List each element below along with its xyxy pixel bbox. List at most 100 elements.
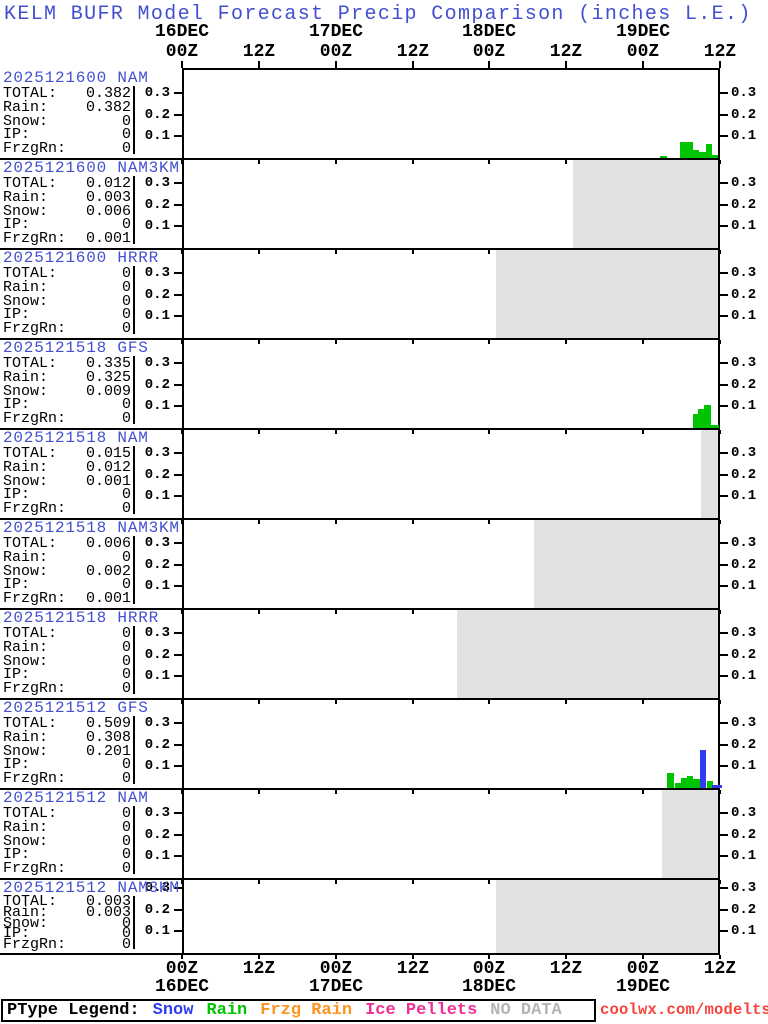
y-tick-mark-left — [174, 452, 182, 454]
y-tick-label-right: 0.3 — [731, 880, 757, 896]
x-tick-mark — [335, 430, 337, 434]
stat-value: 0 — [121, 548, 131, 566]
stat-label: FrzgRn: — [3, 140, 67, 158]
stat-row: TOTAL: 0.015 — [3, 446, 131, 461]
stat-row: IP: 0 — [3, 487, 131, 502]
stat-label: TOTAL: — [3, 85, 58, 102]
x-tick-mark — [412, 610, 414, 614]
stat-label: Rain: — [3, 548, 49, 566]
stats-bracket-line — [133, 446, 135, 514]
x-tick-mark-top — [642, 61, 644, 68]
precip-bar-rain — [687, 776, 693, 788]
stat-value: 0.012 — [85, 458, 131, 476]
precip-bar-rain — [699, 152, 706, 158]
stat-row: FrzgRn: 0.001 — [3, 230, 131, 248]
precip-bar-snow — [700, 750, 706, 788]
x-tick-mark — [335, 880, 337, 884]
y-tick-label-right: 0.2 — [731, 557, 757, 573]
stat-row: Rain: 0 — [3, 640, 131, 655]
x-tick-mark — [642, 700, 644, 704]
y-tick-label-left: 0.1 — [144, 488, 170, 504]
date-label-bottom: 19DEC — [615, 977, 670, 997]
y-tick-mark-right — [720, 405, 728, 407]
y-tick-label-right: 0.1 — [731, 578, 757, 594]
y-tick-mark-right — [720, 315, 728, 317]
y-tick-mark-left — [174, 182, 182, 184]
x-tick-mark — [258, 160, 260, 164]
stat-value: 0 — [121, 756, 131, 774]
y-tick-mark-left — [174, 474, 182, 476]
legend-item-no-data: NO DATA — [490, 1001, 562, 1020]
x-tick-mark — [565, 340, 567, 344]
stat-value: 0 — [121, 396, 131, 414]
y-tick-mark-right — [720, 114, 728, 116]
stat-row: TOTAL: 0.006 — [3, 536, 131, 551]
stat-row: FrzgRn: 0 — [3, 937, 131, 952]
stat-label: FrzgRn: — [3, 410, 67, 428]
y-tick-label-left: 0.2 — [144, 467, 170, 483]
stat-value: 0.001 — [85, 590, 131, 608]
legend-item-snow: Snow — [152, 1001, 194, 1020]
y-tick-label-right: 0.1 — [731, 128, 757, 144]
y-tick-label-right: 0.3 — [731, 85, 757, 101]
y-tick-mark-left — [174, 722, 182, 724]
stat-label: Snow: — [3, 292, 49, 310]
precip-bar-rain — [660, 156, 667, 158]
y-tick-label-right: 0.2 — [731, 827, 757, 843]
stat-value: 0.335 — [85, 355, 131, 372]
y-tick-mark-right — [720, 812, 728, 814]
x-tick-mark — [335, 700, 337, 704]
x-tick-mark — [258, 610, 260, 614]
stat-label: IP: — [3, 846, 31, 864]
y-tick-mark-left — [174, 765, 182, 767]
x-tick-mark — [565, 955, 567, 959]
y-tick-mark-left — [174, 225, 182, 227]
y-tick-label-left: 0.2 — [144, 197, 170, 213]
y-tick-label-right: 0.1 — [731, 848, 757, 864]
x-tick-mark-top — [412, 61, 414, 68]
x-tick-mark — [412, 790, 414, 794]
y-tick-mark-left — [174, 204, 182, 206]
y-tick-label-left: 0.2 — [144, 827, 170, 843]
stat-value: 0.509 — [85, 715, 131, 732]
x-tick-label-bottom: 12Z — [242, 959, 276, 979]
stat-row: Snow: 0 — [3, 114, 131, 129]
stat-label: Snow: — [3, 652, 49, 670]
stat-label: Snow: — [3, 472, 49, 490]
stats-bracket-line — [133, 266, 135, 334]
stats-bracket-line — [133, 626, 135, 694]
x-tick-mark — [642, 340, 644, 344]
y-tick-label-left: 0.3 — [144, 355, 170, 371]
x-tick-mark-top — [488, 61, 490, 68]
date-label-bottom: 18DEC — [461, 977, 516, 997]
x-tick-mark — [258, 430, 260, 434]
x-tick-mark — [412, 160, 414, 164]
stat-value: 0.002 — [85, 562, 131, 580]
y-tick-label-right: 0.1 — [731, 398, 757, 414]
stat-label: IP: — [3, 216, 31, 234]
y-tick-label-left: 0.1 — [144, 848, 170, 864]
stat-row: Snow: 0.009 — [3, 384, 131, 399]
y-tick-label-right: 0.1 — [731, 218, 757, 234]
stat-value: 0 — [121, 216, 131, 234]
stat-value: 0 — [121, 320, 131, 338]
y-tick-mark-left — [174, 495, 182, 497]
stat-value: 0 — [121, 818, 131, 836]
x-tick-mark — [488, 790, 490, 794]
no-data-region — [573, 160, 718, 248]
date-label-top: 19DEC — [615, 22, 670, 42]
y-tick-mark-left — [174, 315, 182, 317]
stat-value: 0 — [121, 680, 131, 698]
stats-bracket-line — [133, 716, 135, 784]
precip-bar-rain — [712, 155, 718, 158]
stat-row: FrzgRn: 0.001 — [3, 590, 131, 608]
y-tick-mark-left — [174, 834, 182, 836]
stat-label: FrzgRn: — [3, 230, 67, 248]
x-tick-label-top: 00Z — [626, 42, 660, 62]
x-tick-label-top: 00Z — [319, 42, 353, 62]
y-tick-mark-right — [720, 834, 728, 836]
stats-bracket-line — [133, 86, 135, 154]
x-tick-mark — [258, 700, 260, 704]
y-tick-label-left: 0.2 — [144, 107, 170, 123]
panel-run-label: 2025121512 NAM — [3, 789, 149, 807]
